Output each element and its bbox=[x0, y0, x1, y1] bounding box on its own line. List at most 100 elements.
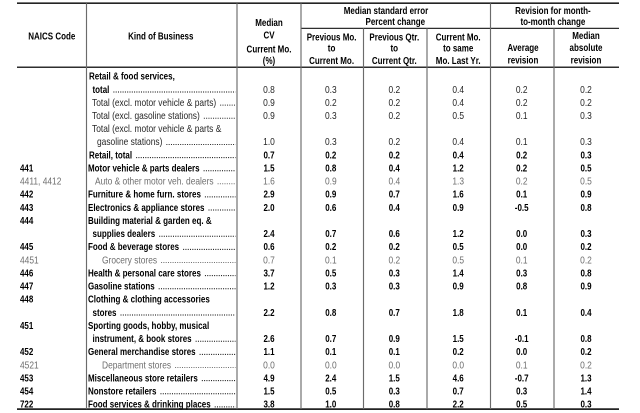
svg-text:0.7: 0.7 bbox=[389, 308, 400, 319]
svg-text:4521: 4521 bbox=[20, 360, 39, 371]
svg-text:Previous Qtr.: Previous Qtr. bbox=[369, 32, 419, 43]
svg-text:0.3: 0.3 bbox=[516, 268, 527, 279]
svg-text:0.8: 0.8 bbox=[580, 203, 591, 214]
svg-text:0.3: 0.3 bbox=[389, 282, 400, 293]
svg-text:0.4: 0.4 bbox=[452, 137, 464, 148]
svg-text:1.8: 1.8 bbox=[453, 308, 464, 319]
svg-text:0.2: 0.2 bbox=[453, 347, 464, 358]
svg-text:0.1: 0.1 bbox=[516, 255, 528, 266]
svg-text:0.4: 0.4 bbox=[452, 98, 464, 109]
svg-text:443: 443 bbox=[20, 203, 34, 214]
svg-text:2.6: 2.6 bbox=[263, 334, 274, 345]
svg-text:0.3: 0.3 bbox=[325, 137, 337, 148]
svg-text:0.2: 0.2 bbox=[516, 177, 528, 188]
svg-text:to: to bbox=[391, 44, 399, 55]
svg-text:Nonstore retailers: Nonstore retailers bbox=[88, 387, 157, 398]
svg-text:Mo. Last Yr.: Mo. Last Yr. bbox=[436, 56, 481, 67]
svg-text:0.1: 0.1 bbox=[516, 308, 527, 319]
svg-text:2.4: 2.4 bbox=[325, 373, 336, 384]
svg-text:Median: Median bbox=[572, 31, 600, 42]
svg-text:Total (excl. gasoline stations: Total (excl. gasoline stations) bbox=[92, 111, 200, 122]
svg-text:0.2: 0.2 bbox=[580, 242, 591, 253]
svg-text:0.6: 0.6 bbox=[389, 229, 400, 240]
svg-text:1.3: 1.3 bbox=[580, 373, 591, 384]
svg-text:1.2: 1.2 bbox=[263, 282, 274, 293]
svg-text:Department stores: Department stores bbox=[102, 360, 171, 371]
svg-text:0.4: 0.4 bbox=[389, 203, 400, 214]
svg-text:1.2: 1.2 bbox=[453, 164, 464, 175]
svg-text:0.2: 0.2 bbox=[388, 255, 400, 266]
svg-text:revision: revision bbox=[508, 55, 539, 66]
svg-text:Clothing & clothing accessorie: Clothing & clothing accessories bbox=[88, 295, 210, 306]
svg-text:0.9: 0.9 bbox=[263, 111, 275, 122]
svg-text:0.8: 0.8 bbox=[263, 85, 275, 96]
svg-text:454: 454 bbox=[20, 387, 34, 398]
svg-text:0.2: 0.2 bbox=[388, 85, 400, 96]
svg-text:1.6: 1.6 bbox=[263, 177, 275, 188]
svg-text:0.5: 0.5 bbox=[580, 177, 592, 188]
svg-text:0.5: 0.5 bbox=[516, 400, 527, 411]
svg-text:0.2: 0.2 bbox=[388, 98, 400, 109]
svg-text:0.7: 0.7 bbox=[263, 255, 275, 266]
svg-text:0.8: 0.8 bbox=[580, 334, 591, 345]
svg-text:0.2: 0.2 bbox=[389, 242, 400, 253]
svg-text:0.1: 0.1 bbox=[516, 360, 528, 371]
svg-text:1.4: 1.4 bbox=[580, 387, 591, 398]
svg-text:0.6: 0.6 bbox=[325, 203, 336, 214]
svg-text:4.6: 4.6 bbox=[453, 373, 464, 384]
svg-text:Health & personal care stores: Health & personal care stores bbox=[88, 268, 201, 279]
svg-text:-0.1: -0.1 bbox=[515, 334, 529, 345]
svg-text:0.2: 0.2 bbox=[389, 150, 400, 161]
svg-text:Median standard error: Median standard error bbox=[344, 6, 429, 17]
svg-text:0.6: 0.6 bbox=[263, 242, 274, 253]
svg-text:0.3: 0.3 bbox=[580, 400, 591, 411]
svg-text:Food & beverage stores: Food & beverage stores bbox=[88, 242, 179, 253]
svg-text:total: total bbox=[93, 85, 110, 96]
svg-text:0.2: 0.2 bbox=[516, 164, 527, 175]
svg-text:0.0: 0.0 bbox=[516, 229, 527, 240]
svg-text:0.9: 0.9 bbox=[325, 177, 337, 188]
svg-text:0.2: 0.2 bbox=[516, 150, 527, 161]
svg-text:NAICS Code: NAICS Code bbox=[28, 32, 75, 43]
svg-text:1.6: 1.6 bbox=[453, 190, 464, 201]
svg-text:0.1: 0.1 bbox=[325, 347, 336, 358]
svg-text:0.8: 0.8 bbox=[389, 400, 400, 411]
svg-text:4451: 4451 bbox=[20, 255, 39, 266]
svg-text:Total (excl. motor vehicle & p: Total (excl. motor vehicle & parts) bbox=[92, 98, 216, 109]
svg-text:General merchandise stores: General merchandise stores bbox=[88, 347, 196, 358]
svg-text:0.2: 0.2 bbox=[580, 98, 592, 109]
svg-text:0.7: 0.7 bbox=[325, 334, 336, 345]
svg-text:0.4: 0.4 bbox=[389, 164, 400, 175]
svg-text:0.3: 0.3 bbox=[325, 282, 336, 293]
svg-text:0.8: 0.8 bbox=[516, 282, 527, 293]
svg-text:0.1: 0.1 bbox=[516, 190, 527, 201]
svg-text:4411, 4412: 4411, 4412 bbox=[20, 177, 62, 188]
svg-text:0.2: 0.2 bbox=[580, 85, 592, 96]
svg-text:0.5: 0.5 bbox=[452, 111, 464, 122]
svg-text:CV: CV bbox=[263, 31, 274, 42]
svg-text:Current Mo.: Current Mo. bbox=[436, 32, 481, 43]
svg-text:Food services & drinking place: Food services & drinking places bbox=[88, 400, 211, 411]
svg-text:0.3: 0.3 bbox=[325, 111, 337, 122]
svg-text:0.8: 0.8 bbox=[325, 308, 336, 319]
svg-text:1.0: 1.0 bbox=[263, 137, 275, 148]
svg-text:to-month change: to-month change bbox=[520, 17, 585, 28]
svg-text:0.2: 0.2 bbox=[516, 85, 528, 96]
svg-text:1.5: 1.5 bbox=[263, 387, 274, 398]
svg-text:722: 722 bbox=[20, 400, 34, 411]
svg-text:0.5: 0.5 bbox=[325, 387, 336, 398]
svg-text:451: 451 bbox=[20, 321, 34, 332]
svg-text:0.9: 0.9 bbox=[580, 190, 591, 201]
svg-text:0.5: 0.5 bbox=[325, 268, 336, 279]
svg-text:0.8: 0.8 bbox=[325, 164, 336, 175]
svg-text:447: 447 bbox=[20, 282, 34, 293]
svg-text:0.2: 0.2 bbox=[325, 98, 337, 109]
svg-text:Current Mo.: Current Mo. bbox=[247, 45, 292, 56]
svg-text:0.3: 0.3 bbox=[580, 137, 592, 148]
svg-text:0.0: 0.0 bbox=[516, 242, 527, 253]
svg-text:Current Qtr.: Current Qtr. bbox=[372, 56, 417, 67]
svg-text:Motor vehicle & parts dealers: Motor vehicle & parts dealers bbox=[88, 164, 200, 175]
svg-text:0.5: 0.5 bbox=[452, 255, 464, 266]
svg-text:stores: stores bbox=[93, 308, 117, 319]
svg-text:446: 446 bbox=[20, 268, 34, 279]
